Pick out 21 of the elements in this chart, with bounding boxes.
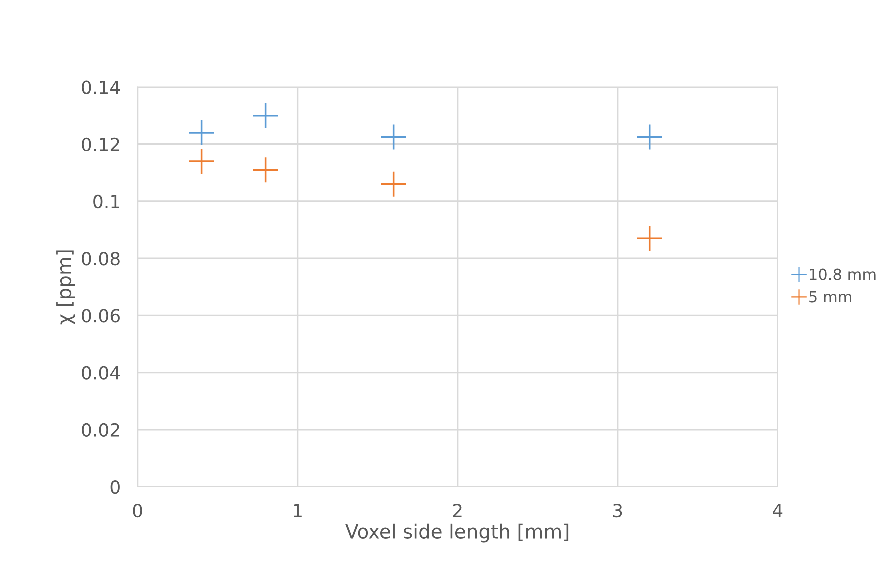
x-tick-label: 0 [133, 504, 142, 518]
y-tick-label: 0 [110, 480, 120, 494]
x-tick-label: 3 [613, 504, 622, 518]
x-tick-label: 4 [773, 504, 783, 518]
point [189, 120, 214, 146]
x-tick-label: 1 [294, 504, 302, 518]
x-axis-title: Voxel side length [mm] [346, 524, 569, 543]
y-tick-label: 0.08 [82, 252, 120, 266]
point [637, 226, 662, 252]
x-tick-label: 2 [453, 504, 462, 518]
point [189, 149, 214, 174]
y-tick-label: 0.02 [82, 423, 120, 438]
y-tick-label: 0.1 [94, 194, 120, 209]
y-tick-label: 0.06 [82, 309, 120, 323]
y-tick-label: 0.12 [82, 138, 120, 152]
y-axis-title: χ [ppm] [56, 250, 76, 325]
legend-label: 10.8 mm [810, 268, 876, 280]
y-tick-label: 0.14 [82, 80, 120, 94]
legend-label: 5 mm [810, 291, 852, 303]
point [253, 158, 278, 183]
y-tick-label: 0.04 [82, 366, 120, 380]
